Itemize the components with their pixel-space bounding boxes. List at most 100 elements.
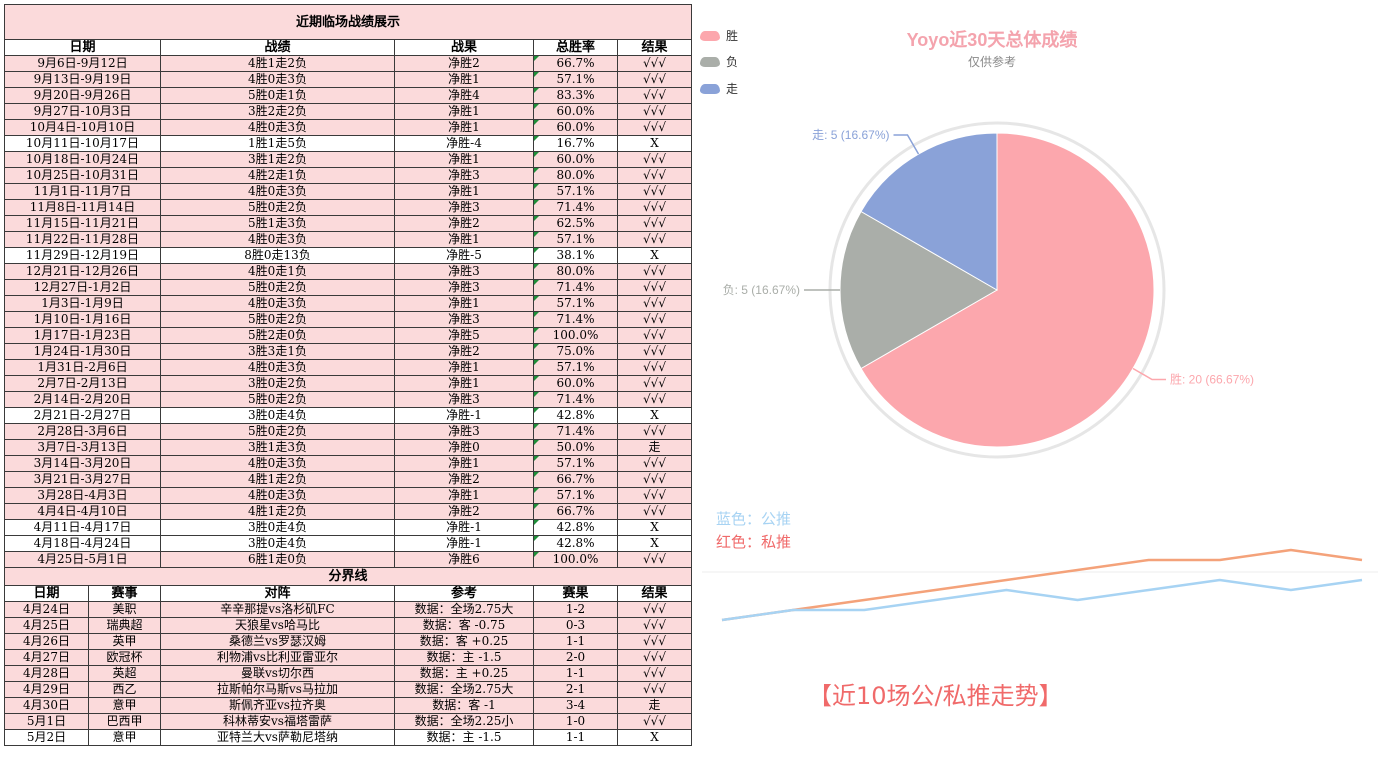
cell-outcome: 净胜2: [394, 503, 534, 520]
cell-result: √√√: [616, 55, 693, 72]
cell-date: 11月15日-11月21日: [4, 215, 161, 232]
cell-record: 1胜1走5负: [160, 135, 395, 152]
legend-item-push[interactable]: 走: [700, 80, 738, 97]
table-row: 4月11日-4月17日 3胜0走4负 净胜-1 42.8% X: [4, 519, 693, 536]
table-row: 10月18日-10月24日 3胜1走2负 净胜1 60.0% √√√: [4, 151, 693, 168]
cell-outcome: 净胜1: [394, 119, 534, 136]
cell-outcome: 净胜2: [394, 471, 534, 488]
col2-header-league: 赛事: [88, 585, 161, 602]
cell-outcome: 净胜-5: [394, 247, 534, 264]
cell-result: √√√: [616, 391, 693, 408]
cell-date: 10月25日-10月31日: [4, 167, 161, 184]
legend-label-push: 走: [726, 82, 739, 96]
cell-result: √√√: [616, 471, 693, 488]
match-row: 4月28日 英超 曼联vs切尔西 数据：主 +0.25 1-1 √√√: [4, 665, 693, 682]
table-row: 3月14日-3月20日 4胜0走3负 净胜1 57.1% √√√: [4, 455, 693, 472]
cell-date: 1月24日-1月30日: [4, 343, 161, 360]
table-row: 9月13日-9月19日 4胜0走3负 净胜1 57.1% √√√: [4, 71, 693, 88]
cell-outcome: 净胜6: [394, 551, 534, 568]
cell-result: √√√: [616, 665, 693, 682]
cell-result: √√√: [616, 279, 693, 296]
cell-score: 2-0: [533, 649, 618, 666]
cell-outcome: 净胜5: [394, 327, 534, 344]
table-row: 2月7日-2月13日 3胜0走2负 净胜1 60.0% √√√: [4, 375, 693, 392]
pie-label-胜: 胜: 20 (66.67%): [1170, 372, 1254, 387]
cell-result: X: [616, 535, 693, 552]
cell-result: √√√: [616, 103, 693, 120]
cell-league: 美职: [88, 601, 161, 618]
cell-date: 3月28日-4月3日: [4, 487, 161, 504]
cell-winrate: 100.0%: [533, 327, 618, 344]
match-row: 4月26日 英甲 桑德兰vs罗瑟汉姆 数据：客 +0.25 1-1 √√√: [4, 633, 693, 650]
cell-outcome: 净胜1: [394, 71, 534, 88]
cell-result: √√√: [616, 487, 693, 504]
cell-winrate: 60.0%: [533, 119, 618, 136]
table-row: 3月21日-3月27日 4胜1走2负 净胜2 66.7% √√√: [4, 471, 693, 488]
cell-result: X: [616, 247, 693, 264]
cell-outcome: 净胜3: [394, 391, 534, 408]
cell-winrate: 66.7%: [533, 471, 618, 488]
cell-outcome: 净胜1: [394, 231, 534, 248]
cell-date: 11月29日-12月19日: [4, 247, 161, 264]
table-title: 近期临场战绩展示: [3, 4, 693, 40]
cell-result: X: [616, 407, 693, 424]
cell-outcome: 净胜-1: [394, 535, 534, 552]
chart-panel: 胜 负 走 Yoyo近30天总体成绩 仅供参考 胜: 20 (66.67%) 负:…: [692, 0, 1380, 771]
cell-result: √√√: [616, 215, 693, 232]
pie-label-负: 负: 5 (16.67%): [723, 283, 800, 297]
cell-score: 1-1: [533, 665, 618, 682]
cell-result: √√√: [616, 551, 693, 568]
cell-date: 2月14日-2月20日: [4, 391, 161, 408]
cell-winrate: 57.1%: [533, 231, 618, 248]
match-row: 4月25日 瑞典超 天狼星vs哈马比 数据：客 -0.75 0-3 √√√: [4, 617, 693, 634]
cell-reference: 数据：客 -0.75: [394, 617, 534, 634]
cell-date: 1月10日-1月16日: [4, 311, 161, 328]
cell-record: 4胜2走1负: [160, 167, 395, 184]
cell-result: 走: [616, 439, 693, 456]
legend-item-loss[interactable]: 负: [700, 53, 738, 70]
cell-winrate: 83.3%: [533, 87, 618, 104]
pie-slice-胜[interactable]: [860, 132, 1155, 448]
cell-reference: 数据：全场2.25小: [394, 713, 534, 730]
cell-outcome: 净胜-1: [394, 519, 534, 536]
table-row: 4月4日-4月10日 4胜1走2负 净胜2 66.7% √√√: [4, 503, 693, 520]
cell-result: √√√: [616, 199, 693, 216]
cell-date: 11月22日-11月28日: [4, 231, 161, 248]
cell-reference: 数据：全场2.75大: [394, 681, 534, 698]
cell-winrate: 75.0%: [533, 343, 618, 360]
cell-record: 3胜0走4负: [160, 407, 395, 424]
cell-result: √√√: [616, 119, 693, 136]
cell-date: 1月3日-1月9日: [4, 295, 161, 312]
cell-winrate: 66.7%: [533, 503, 618, 520]
cell-winrate: 57.1%: [533, 359, 618, 376]
cell-outcome: 净胜3: [394, 311, 534, 328]
cell-reference: 数据：主 +0.25: [394, 665, 534, 682]
cell-winrate: 80.0%: [533, 263, 618, 280]
legend-label-win: 胜: [726, 29, 739, 43]
cell-record: 4胜1走2负: [160, 55, 395, 72]
cell-outcome: 净胜1: [394, 359, 534, 376]
trend-note-private: 红色：私推: [716, 533, 792, 551]
cell-record: 3胜1走2负: [160, 151, 395, 168]
cell-result: √√√: [616, 295, 693, 312]
cell-outcome: 净胜1: [394, 375, 534, 392]
cell-result: √√√: [616, 311, 693, 328]
table-row: 11月22日-11月28日 4胜0走3负 净胜1 57.1% √√√: [4, 231, 693, 248]
cell-result: √√√: [616, 263, 693, 280]
cell-winrate: 42.8%: [533, 519, 618, 536]
cell-score: 1-2: [533, 601, 618, 618]
cell-date: 4月11日-4月17日: [4, 519, 161, 536]
cell-winrate: 42.8%: [533, 535, 618, 552]
cell-result: √√√: [616, 167, 693, 184]
legend-item-win[interactable]: 胜: [700, 27, 738, 44]
cell-outcome: 净胜1: [394, 295, 534, 312]
cell-record: 3胜0走2负: [160, 375, 395, 392]
table-row: 12月21日-12月26日 4胜0走1负 净胜3 80.0% √√√: [4, 263, 693, 280]
cell-winrate: 71.4%: [533, 279, 618, 296]
cell-record: 4胜0走3负: [160, 455, 395, 472]
table-row: 11月1日-11月7日 4胜0走3负 净胜1 57.1% √√√: [4, 183, 693, 200]
cell-league: 意甲: [88, 697, 161, 714]
cell-reference: 数据：主 -1.5: [394, 649, 534, 666]
table-row: 3月7日-3月13日 3胜1走3负 净胜0 50.0% 走: [4, 439, 693, 456]
trend-note-public: 蓝色：公推: [716, 510, 792, 528]
